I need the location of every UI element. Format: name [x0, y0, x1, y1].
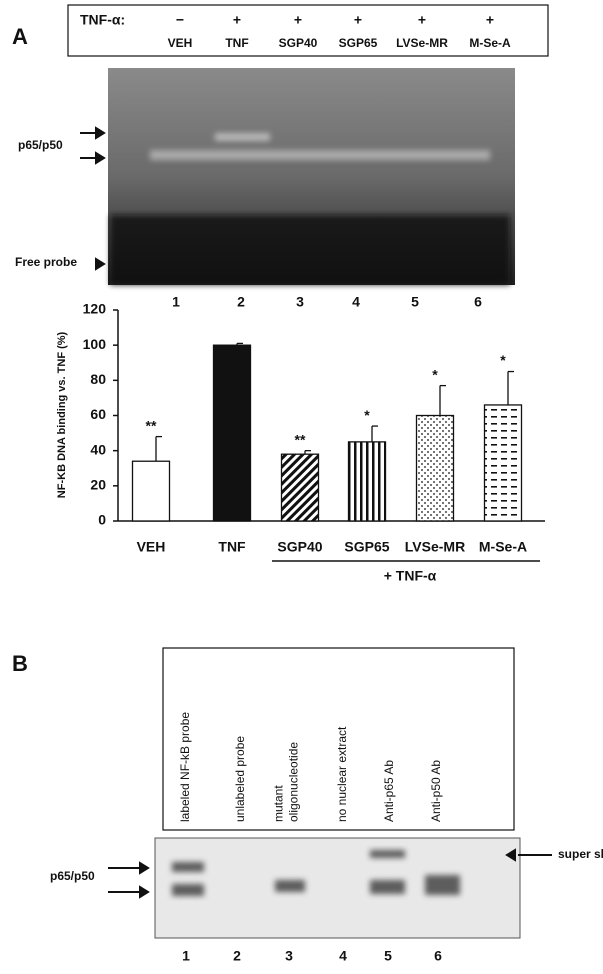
free-probe-label: Free probe [15, 255, 77, 269]
lane-label: unlabeled probe [233, 736, 247, 822]
lane-number: 5 [384, 948, 392, 964]
bar [212, 344, 252, 522]
lane-number: 6 [474, 294, 482, 310]
x-tick-label: VEH [137, 539, 166, 555]
band-label: p65/p50 [50, 869, 95, 883]
y-tick-label: 60 [90, 406, 106, 422]
lane-number: 3 [296, 294, 304, 310]
lane-number: 1 [172, 294, 180, 310]
y-tick-label: 80 [90, 371, 106, 387]
lane-number: 2 [233, 948, 241, 964]
bar [483, 404, 523, 522]
x-tick-label: TNF [218, 539, 246, 555]
treatment-sign: − [176, 12, 184, 28]
significance: * [500, 352, 506, 368]
band-label: p65/p50 [18, 138, 63, 152]
lane-number: 5 [411, 294, 419, 310]
lane-number: 2 [237, 294, 245, 310]
bar [280, 453, 320, 522]
lane-number: 3 [285, 948, 293, 964]
gel-image [108, 68, 515, 285]
treatment-sign: + [354, 12, 362, 28]
lane-number: 6 [434, 948, 442, 964]
lane-number: 4 [352, 294, 360, 310]
treatment-sign: + [233, 12, 241, 28]
y-axis-label: NF-KB DNA binding vs. TNF (%) [56, 331, 68, 498]
lane-name: LVSe-MR [396, 36, 448, 50]
lane-label: mutant [272, 785, 286, 822]
lane-label-box [162, 647, 515, 831]
lane-name: SGP40 [279, 36, 318, 50]
panel-label: B [12, 651, 28, 676]
treatment-sign: + [486, 12, 494, 28]
significance: ** [146, 417, 157, 433]
lane-number: 4 [339, 948, 347, 964]
band-arrows [108, 848, 552, 899]
treatment-label: TNF-α: [80, 12, 125, 28]
significance: * [432, 366, 438, 382]
panel-label: A [12, 24, 28, 49]
bar [347, 441, 387, 522]
header-box [67, 4, 549, 57]
lane-name: VEH [168, 36, 193, 50]
lane-label: Anti-p65 Ab [382, 760, 396, 822]
x-tick-label: SGP65 [344, 539, 389, 555]
bar [131, 460, 171, 522]
lane-label: no nuclear extract [335, 726, 349, 822]
y-tick-label: 100 [83, 336, 107, 352]
lane-label: labeled NF-kB probe [178, 712, 192, 822]
treatment-sign: + [294, 12, 302, 28]
y-tick-label: 120 [83, 301, 107, 317]
gel-image [154, 837, 521, 939]
y-tick-label: 0 [98, 512, 106, 528]
lane-name: SGP65 [339, 36, 378, 50]
lane-number: 1 [182, 948, 190, 964]
significance: ** [295, 431, 306, 447]
lane-name: TNF [225, 36, 248, 50]
y-tick-label: 40 [90, 441, 106, 457]
treatment-sign: + [418, 12, 426, 28]
lane-label: oligonucleotide [287, 742, 301, 822]
x-tick-label: SGP40 [277, 539, 322, 555]
x-tick-label: LVSe-MR [405, 539, 465, 555]
bar [415, 414, 455, 522]
super-shift-label: super shift [558, 847, 603, 861]
band-arrows [80, 126, 106, 271]
x-tick-label: M-Se-A [479, 539, 527, 555]
lane-name: M-Se-A [469, 36, 511, 50]
group-label: + TNF-α [384, 568, 437, 584]
significance: * [364, 407, 370, 423]
lane-label: Anti-p50 Ab [429, 760, 443, 822]
y-tick-label: 20 [90, 477, 106, 493]
